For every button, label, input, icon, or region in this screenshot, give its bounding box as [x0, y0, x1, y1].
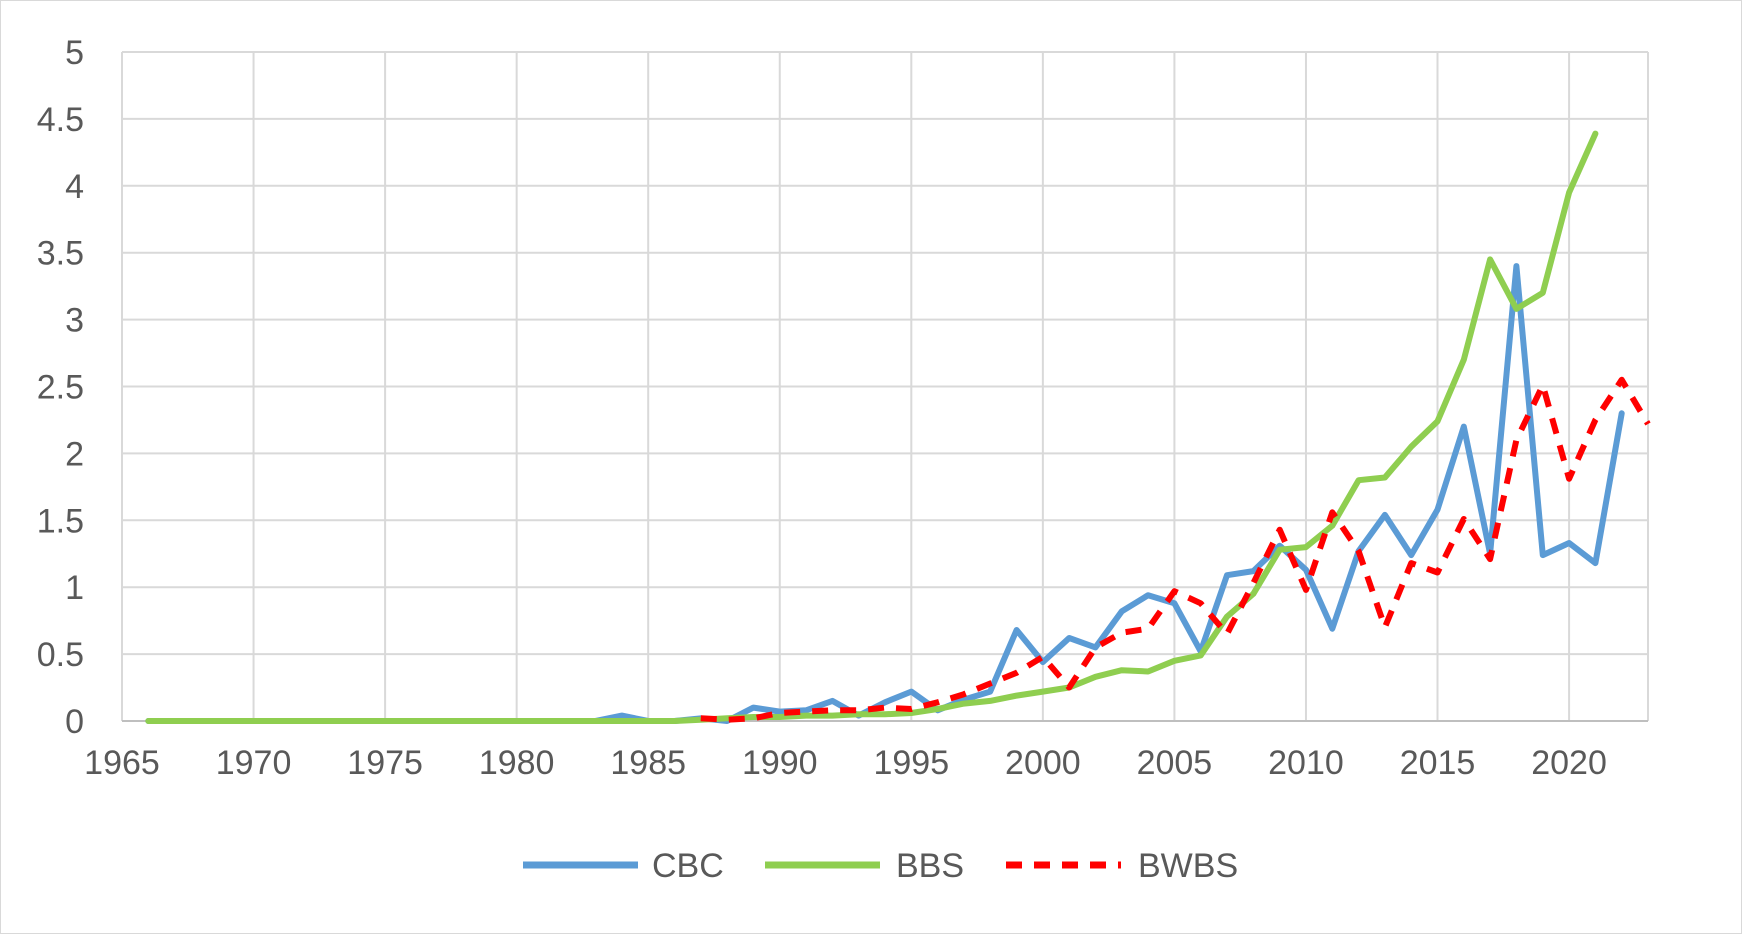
legend-label: BWBS: [1138, 847, 1238, 885]
x-tick-label: 1975: [347, 744, 423, 782]
gridlines: [121, 51, 1649, 721]
y-tick-label: 2: [65, 435, 84, 473]
x-tick-label: 1995: [873, 744, 949, 782]
y-tick-label: 3.5: [37, 235, 84, 273]
legend-item-bbs: BBS: [765, 847, 964, 885]
legend-item-cbc: CBC: [523, 847, 724, 885]
x-tick-label: 2015: [1400, 744, 1476, 782]
x-tick-label: 1985: [610, 744, 686, 782]
y-tick-label: 4.5: [37, 101, 84, 139]
y-tick-label: 3: [65, 302, 84, 340]
x-tick-label: 2020: [1531, 744, 1607, 782]
series-line-bbs: [145, 130, 1599, 724]
y-tick-label: 4: [65, 168, 84, 206]
y-tick-label: 2.5: [37, 369, 84, 407]
y-tick-label: 0: [65, 703, 84, 741]
x-tick-label: 1980: [479, 744, 555, 782]
x-tick-label: 1970: [216, 744, 292, 782]
y-tick-label: 0.5: [37, 636, 84, 674]
x-tick-label: 2010: [1268, 744, 1344, 782]
series-line-cbc: [145, 263, 1625, 724]
legend-item-bwbs: BWBS: [1006, 847, 1238, 885]
series-line-bwbs: [700, 376, 1651, 723]
legend-label: BBS: [896, 847, 964, 885]
tick-labels: 0 0.5 1 1.5 2 2.5 3 3.5 4 4.5 5 1965 1970 1975 1980 198…: [37, 34, 1607, 782]
series-lines: [145, 130, 1651, 724]
x-tick-label: 1965: [84, 744, 160, 782]
legend-label: CBC: [652, 847, 724, 885]
x-tick-label: 2005: [1137, 744, 1213, 782]
x-tick-label: 2000: [1005, 744, 1081, 782]
y-tick-label: 5: [65, 34, 84, 72]
x-tick-label: 1990: [742, 744, 818, 782]
legend: CBC BBS BWBS: [523, 847, 1238, 885]
y-tick-label: 1.5: [37, 502, 84, 540]
y-tick-label: 1: [65, 569, 84, 607]
